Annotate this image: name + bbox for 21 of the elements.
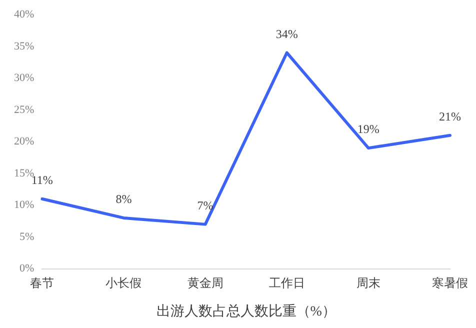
- y-tick-label: 20%: [14, 136, 34, 148]
- data-label: 34%: [276, 26, 298, 41]
- x-tick-label: 小长假: [106, 276, 142, 290]
- y-tick-label: 15%: [14, 167, 34, 180]
- data-label: 8%: [116, 192, 132, 206]
- x-axis-title: 出游人数占总人数比重（%）: [156, 303, 336, 320]
- data-label: 19%: [357, 122, 380, 136]
- y-tick-label: 10%: [14, 199, 34, 212]
- y-tick-label: 40%: [14, 8, 34, 20]
- x-tick-label: 黄金周: [187, 276, 224, 290]
- y-tick-label: 30%: [14, 72, 34, 84]
- x-tick-label: 周末: [356, 276, 380, 290]
- y-tick-label: 5%: [19, 230, 34, 243]
- x-tick-label: 寒暑假: [432, 276, 468, 290]
- y-tick-label: 0%: [19, 262, 34, 275]
- x-tick-label: 工作日: [268, 276, 305, 290]
- y-tick-label: 25%: [14, 104, 34, 116]
- data-label: 7%: [197, 198, 214, 212]
- data-label: 21%: [439, 110, 461, 124]
- x-tick-label: 春节: [30, 276, 54, 290]
- y-tick-label: 35%: [14, 40, 34, 52]
